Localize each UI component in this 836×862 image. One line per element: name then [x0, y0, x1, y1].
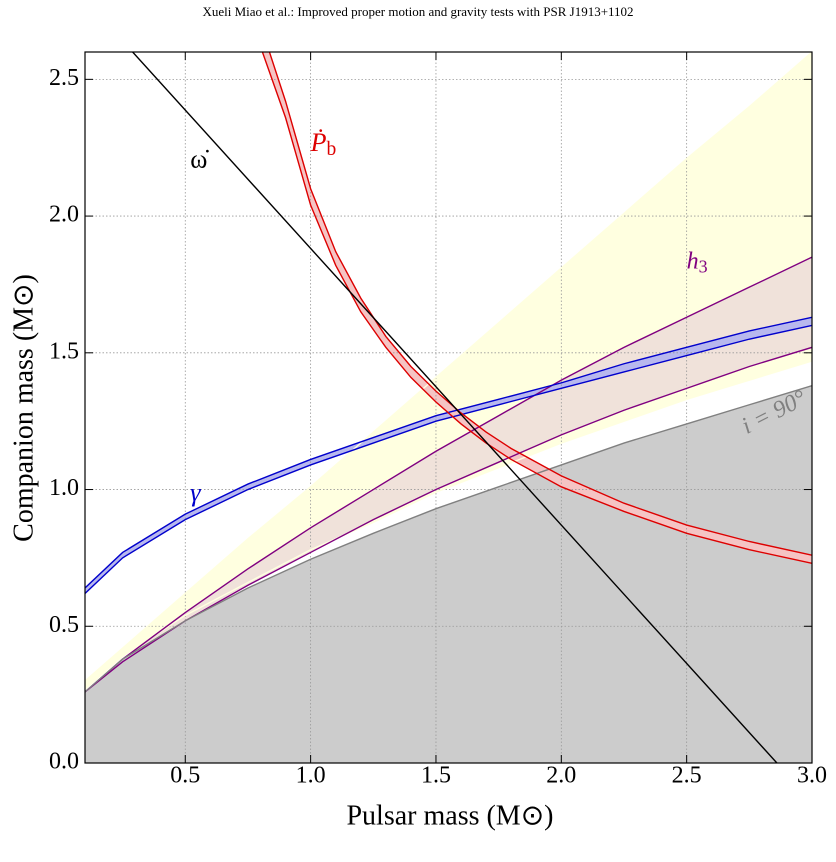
- curve: [85, 52, 812, 682]
- series-label: Ṗb: [310, 128, 337, 161]
- y-tick-label: 1.0: [49, 475, 79, 501]
- page-header: Xueli Miao et al.: Improved proper motio…: [202, 4, 633, 19]
- curve: [85, 256, 812, 693]
- x-tick-label: 1.0: [296, 763, 326, 789]
- band-fill: [85, 52, 812, 690]
- y-tick-label: 2.0: [49, 202, 79, 228]
- x-tick-label: 0.5: [170, 763, 200, 789]
- y-tick-label: 0.5: [49, 612, 79, 638]
- y-axis-label: Companion mass (M⊙): [8, 274, 39, 542]
- curve: [85, 384, 812, 693]
- series-label: h3: [687, 248, 708, 277]
- curve: [268, 52, 812, 556]
- x-axis-label: Pulsar mass (M⊙): [346, 800, 553, 831]
- curve: [85, 324, 812, 594]
- curve: [85, 316, 812, 589]
- curve: [85, 360, 812, 690]
- x-tick-label: 1.5: [421, 763, 451, 789]
- series-label: γ: [190, 478, 201, 507]
- x-tick-label: 2.5: [672, 763, 702, 789]
- plot-frame: [84, 51, 813, 764]
- y-tick-label: 1.5: [49, 338, 79, 364]
- x-tick-label: 3.0: [797, 763, 827, 789]
- y-tick-label: 0.0: [49, 749, 79, 775]
- plot-area: [85, 52, 812, 763]
- curve: [132, 52, 778, 763]
- region-fill: [85, 385, 812, 763]
- y-tick-label: 2.5: [49, 65, 79, 91]
- series-label: ω̇: [190, 144, 209, 173]
- curve: [261, 52, 812, 565]
- x-tick-label: 2.0: [546, 763, 576, 789]
